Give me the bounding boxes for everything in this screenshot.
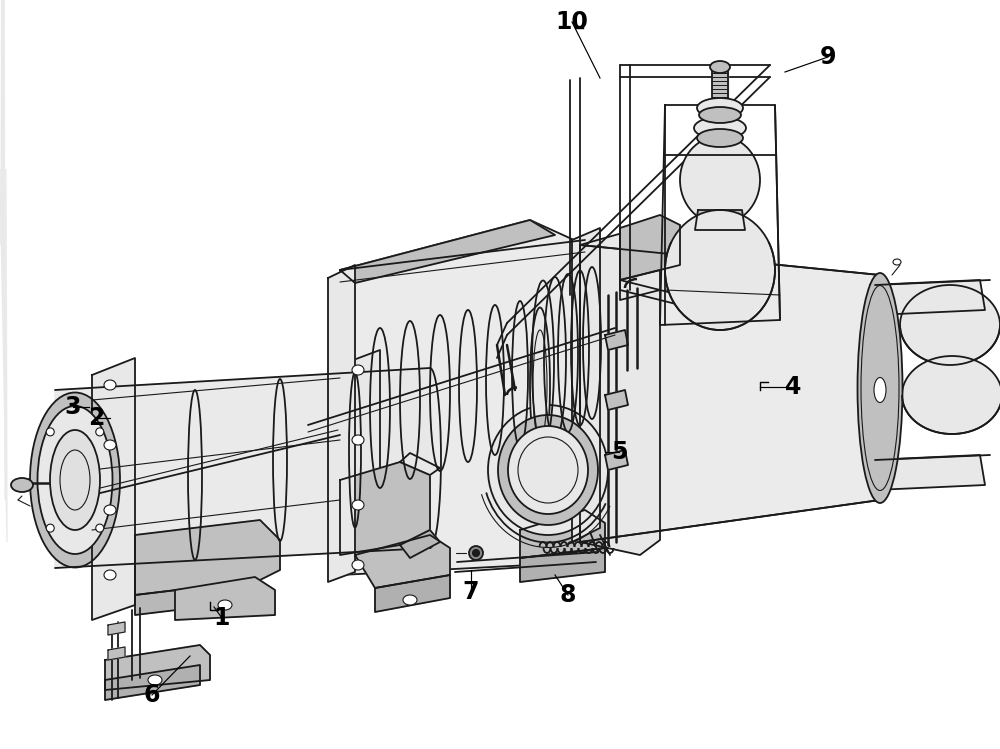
Ellipse shape <box>530 308 550 462</box>
Ellipse shape <box>697 129 743 147</box>
Ellipse shape <box>30 392 120 568</box>
Polygon shape <box>328 265 355 582</box>
Polygon shape <box>340 462 430 555</box>
Ellipse shape <box>50 430 100 530</box>
Ellipse shape <box>498 415 598 525</box>
Polygon shape <box>580 245 880 542</box>
Polygon shape <box>712 68 728 105</box>
Ellipse shape <box>352 435 364 445</box>
Ellipse shape <box>902 356 1000 434</box>
Ellipse shape <box>858 273 902 503</box>
Polygon shape <box>400 530 440 558</box>
Ellipse shape <box>104 570 116 580</box>
Ellipse shape <box>352 500 364 510</box>
Polygon shape <box>695 210 745 230</box>
Ellipse shape <box>694 117 746 139</box>
Polygon shape <box>375 575 450 612</box>
Ellipse shape <box>104 505 116 515</box>
Text: 10: 10 <box>556 10 588 34</box>
Polygon shape <box>620 215 680 280</box>
Text: 4: 4 <box>785 375 801 399</box>
Polygon shape <box>605 390 628 410</box>
Polygon shape <box>108 622 125 635</box>
Ellipse shape <box>352 365 364 375</box>
Ellipse shape <box>874 377 886 402</box>
Polygon shape <box>105 645 210 690</box>
Ellipse shape <box>680 136 760 224</box>
Polygon shape <box>105 665 200 700</box>
Ellipse shape <box>46 428 54 436</box>
Ellipse shape <box>96 428 104 436</box>
Polygon shape <box>870 280 985 315</box>
Ellipse shape <box>469 546 483 560</box>
Polygon shape <box>520 510 605 558</box>
Polygon shape <box>55 368 430 568</box>
Polygon shape <box>175 577 275 620</box>
Ellipse shape <box>473 550 480 557</box>
Ellipse shape <box>665 210 775 330</box>
Ellipse shape <box>218 600 232 610</box>
Polygon shape <box>340 350 380 575</box>
Polygon shape <box>605 330 628 350</box>
Text: 7: 7 <box>463 580 479 604</box>
Polygon shape <box>520 548 605 582</box>
Polygon shape <box>0 0 7 542</box>
Ellipse shape <box>699 107 741 123</box>
Ellipse shape <box>148 675 162 685</box>
Ellipse shape <box>403 595 417 605</box>
Polygon shape <box>340 220 585 575</box>
Ellipse shape <box>104 380 116 390</box>
Polygon shape <box>620 270 660 300</box>
Ellipse shape <box>96 524 104 532</box>
Text: 8: 8 <box>560 583 576 607</box>
Ellipse shape <box>352 560 364 570</box>
Ellipse shape <box>38 406 112 554</box>
Polygon shape <box>355 535 450 588</box>
Ellipse shape <box>46 524 54 532</box>
Ellipse shape <box>104 440 116 450</box>
Ellipse shape <box>11 478 33 492</box>
Text: 6: 6 <box>144 683 160 707</box>
Ellipse shape <box>710 61 730 73</box>
Ellipse shape <box>508 426 588 514</box>
Polygon shape <box>400 453 440 475</box>
Polygon shape <box>92 358 135 620</box>
Polygon shape <box>870 455 985 490</box>
Ellipse shape <box>900 285 1000 365</box>
Polygon shape <box>108 647 125 660</box>
Text: 9: 9 <box>820 45 836 69</box>
Polygon shape <box>572 228 600 542</box>
Polygon shape <box>340 220 555 283</box>
Polygon shape <box>580 228 660 555</box>
Polygon shape <box>605 450 628 470</box>
Text: 1: 1 <box>214 606 230 630</box>
Ellipse shape <box>488 405 608 535</box>
Polygon shape <box>135 580 260 615</box>
Ellipse shape <box>697 98 743 118</box>
Text: 5: 5 <box>611 440 627 464</box>
Text: 2: 2 <box>88 406 104 430</box>
Text: 3: 3 <box>65 395 81 419</box>
Polygon shape <box>135 520 280 595</box>
